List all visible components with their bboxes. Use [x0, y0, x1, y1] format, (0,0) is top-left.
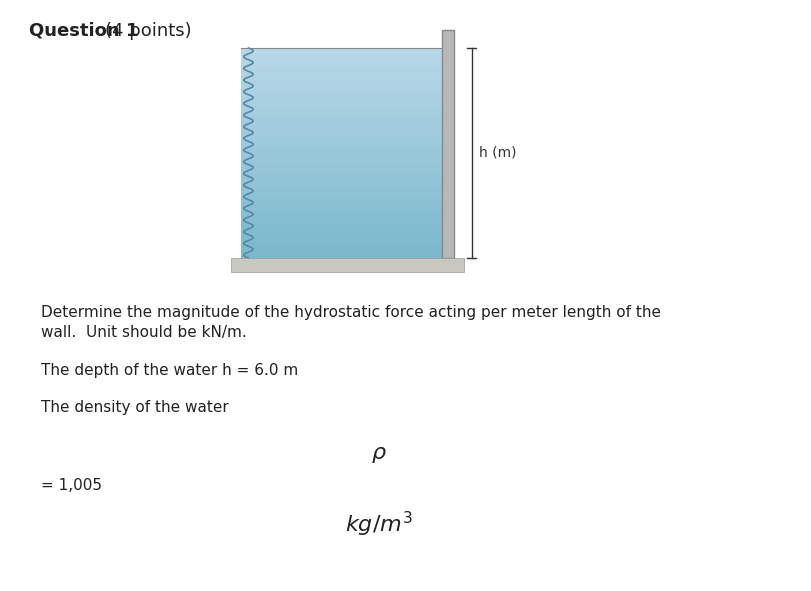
Bar	[241, 137, 443, 144]
Bar	[241, 74, 443, 80]
Bar	[443, 30, 454, 258]
Text: Question 1: Question 1	[29, 22, 139, 40]
Bar	[241, 69, 443, 75]
Bar	[241, 64, 443, 70]
Bar	[241, 116, 443, 122]
Bar	[241, 148, 443, 154]
Bar	[241, 232, 443, 238]
Text: The depth of the water h = 6.0 m: The depth of the water h = 6.0 m	[41, 363, 298, 378]
Bar	[241, 59, 443, 65]
Bar	[241, 179, 443, 186]
Bar	[241, 106, 443, 112]
Bar	[241, 126, 443, 133]
Bar	[241, 122, 443, 128]
Bar	[241, 53, 443, 60]
Bar	[241, 169, 443, 175]
Bar	[241, 221, 443, 228]
Bar	[241, 90, 443, 96]
Bar	[241, 80, 443, 86]
Bar	[241, 95, 443, 102]
Bar	[241, 111, 443, 117]
Bar	[241, 253, 443, 259]
Bar	[241, 226, 443, 233]
Bar	[241, 142, 443, 149]
Bar	[241, 242, 443, 248]
Bar	[241, 190, 443, 196]
Bar	[241, 132, 443, 138]
Text: The density of the water: The density of the water	[41, 400, 229, 415]
Bar	[241, 85, 443, 91]
Bar	[241, 216, 443, 222]
Bar	[241, 100, 443, 107]
Bar	[241, 158, 443, 164]
Text: Determine the magnitude of the hydrostatic force acting per meter length of the: Determine the magnitude of the hydrostat…	[41, 305, 661, 320]
Text: h (m): h (m)	[479, 146, 517, 160]
Bar	[231, 258, 464, 272]
Text: ρ: ρ	[371, 443, 385, 463]
Text: = 1,005: = 1,005	[41, 478, 101, 493]
Text: (4 points): (4 points)	[105, 22, 191, 40]
Bar	[241, 153, 443, 159]
Bar	[241, 164, 443, 170]
Bar	[241, 248, 443, 254]
Bar	[241, 48, 443, 54]
Text: $\mathit{kg/m^3}$: $\mathit{kg/m^3}$	[345, 510, 412, 539]
Bar	[241, 174, 443, 180]
Bar	[241, 184, 443, 191]
Bar	[241, 211, 443, 217]
Bar	[241, 200, 443, 206]
Bar	[241, 206, 443, 212]
Text: wall.  Unit should be kN/m.: wall. Unit should be kN/m.	[41, 325, 247, 340]
Bar	[241, 237, 443, 243]
Bar	[241, 195, 443, 202]
